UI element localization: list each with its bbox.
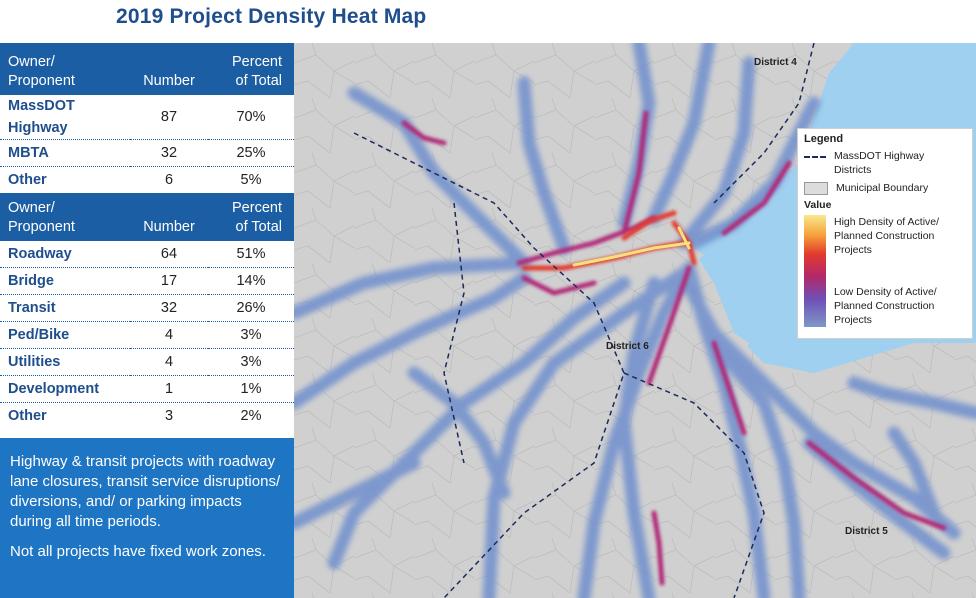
- number-cell: 4: [130, 321, 208, 349]
- note-work-zones: Not all projects have fixed work zones.: [10, 543, 266, 560]
- owner-cell: Utilities: [0, 348, 130, 376]
- type-table-header: Owner/ Proponent Number Percent of Total: [0, 193, 294, 241]
- percent-cell: 51%: [208, 241, 294, 268]
- district-5-label: District 5: [845, 526, 888, 537]
- percent-cell: 14%: [208, 267, 294, 295]
- owner-header: Owner/ Proponent: [0, 193, 130, 241]
- number-header: Number: [130, 43, 208, 95]
- owner-cell: Other: [8, 408, 47, 424]
- percent-header: Percent of Total: [208, 43, 294, 95]
- density-gradient-icon: [804, 215, 826, 327]
- district-4-label: District 4: [754, 57, 797, 68]
- percent-cell: 1%: [208, 375, 294, 403]
- table-row: Other 3 2%: [0, 403, 294, 430]
- legend-boundary-label: Municipal Boundary: [836, 182, 929, 194]
- number-cell: 64: [130, 241, 208, 268]
- table-row: Other 6 5%: [0, 167, 294, 194]
- legend-boundary-row: Municipal Boundary: [804, 181, 966, 195]
- percent-cell: 26%: [208, 294, 294, 322]
- number-cell: 87: [130, 95, 208, 140]
- stats-panel: Owner/ Proponent Number Percent of Total…: [0, 43, 294, 598]
- percent-cell: 5%: [240, 172, 262, 188]
- page-title: 2019 Project Density Heat Map: [116, 5, 427, 28]
- number-cell: 17: [130, 267, 208, 295]
- percent-cell: 3%: [208, 348, 294, 376]
- percent-cell: 25%: [208, 139, 294, 167]
- number-header: Number: [130, 193, 208, 241]
- legend-districts-label: MassDOT Highway Districts: [834, 150, 925, 176]
- legend-ramp-labels: High Density of Active/ Planned Construc…: [834, 215, 939, 327]
- number-cell: 32: [130, 139, 208, 167]
- table-row: MBTA 32 25%: [0, 139, 294, 167]
- map-legend: Legend MassDOT Highway Districts Municip…: [797, 128, 973, 339]
- owner-table-header: Owner/ Proponent Number Percent of Total: [0, 43, 294, 95]
- owner-cell: Bridge: [0, 267, 130, 295]
- number-cell: 3: [164, 408, 174, 424]
- legend-value-label: Value: [804, 199, 832, 211]
- table-row: Utilities 4 3%: [0, 348, 294, 376]
- legend-ramp: High Density of Active/ Planned Construc…: [804, 215, 966, 327]
- dashed-line-icon: [804, 156, 826, 158]
- number-cell: 32: [130, 294, 208, 322]
- hotspot-cores: [572, 226, 691, 267]
- legend-district-row: MassDOT Highway Districts: [804, 149, 966, 177]
- number-cell: 4: [130, 348, 208, 376]
- table-row: Development 1 1%: [0, 375, 294, 403]
- district-6-label: District 6: [606, 341, 649, 352]
- owner-cell: MBTA: [0, 139, 130, 167]
- owner-cell: MassDOT Highway: [0, 95, 130, 140]
- boundary-swatch-icon: [804, 182, 828, 195]
- percent-cell: 2%: [240, 408, 262, 424]
- legend-high-label: High Density of Active/ Planned Construc…: [834, 216, 940, 256]
- legend-low-label: Low Density of Active/ Planned Construct…: [834, 286, 937, 326]
- type-table: Owner/ Proponent Number Percent of Total…: [0, 193, 294, 429]
- number-cell: 1: [130, 375, 208, 403]
- number-cell: 6: [164, 172, 174, 188]
- owner-cell: Roadway: [0, 241, 130, 268]
- table-row: MassDOT Highway 87 70%: [0, 95, 294, 140]
- owner-table: Owner/ Proponent Number Percent of Total…: [0, 43, 294, 193]
- percent-cell: 3%: [208, 321, 294, 349]
- percent-cell: 70%: [208, 95, 294, 140]
- note-impacts: Highway & transit projects with roadway …: [10, 453, 281, 530]
- info-note: Highway & transit projects with roadway …: [0, 438, 294, 598]
- percent-header: Percent of Total: [208, 193, 294, 241]
- owner-cell: Transit: [0, 294, 130, 322]
- highway-district-lines: [353, 43, 815, 598]
- table-row: Ped/Bike 4 3%: [0, 321, 294, 349]
- owner-cell: Other: [8, 172, 47, 188]
- owner-cell: Development: [0, 375, 130, 403]
- owner-header: Owner/ Proponent: [0, 43, 130, 95]
- table-row: Bridge 17 14%: [0, 267, 294, 295]
- table-row: Transit 32 26%: [0, 294, 294, 322]
- table-row: Roadway 64 51%: [0, 241, 294, 268]
- owner-cell: Ped/Bike: [0, 321, 130, 349]
- legend-title: Legend: [804, 133, 844, 145]
